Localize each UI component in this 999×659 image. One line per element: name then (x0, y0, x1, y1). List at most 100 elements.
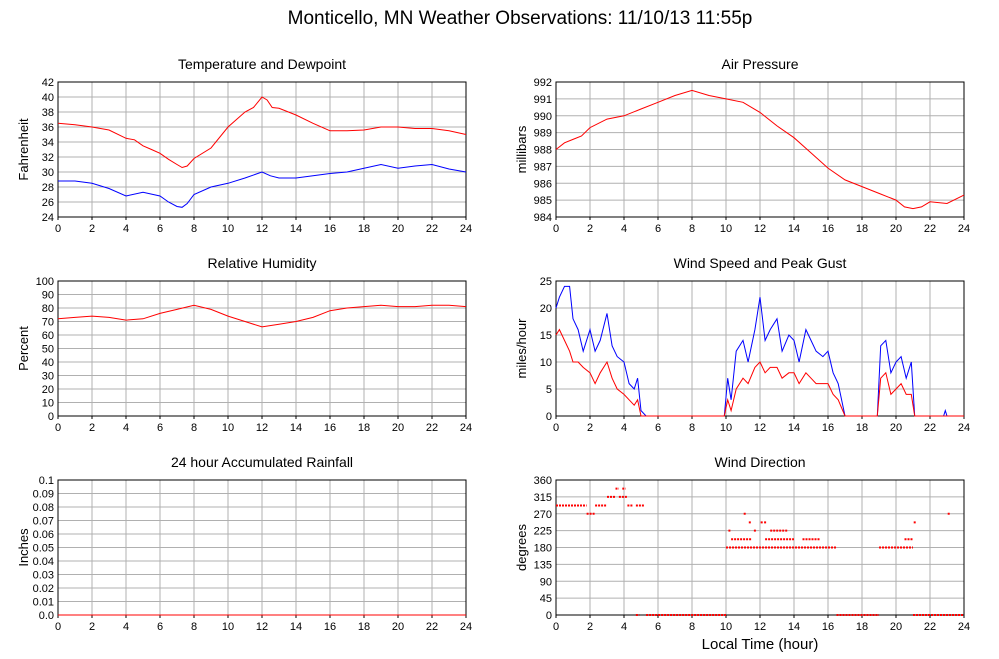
temp-ytick-label-3: 30 (42, 167, 54, 179)
humidity-xtick-label-11: 22 (426, 422, 438, 434)
pressure-ytick-label-4: 988 (534, 145, 552, 157)
temp-ytick-label-8: 40 (42, 92, 54, 104)
direction-ytick-label-8: 360 (534, 475, 552, 487)
humidity-ytick-label-5: 50 (42, 344, 54, 356)
temp-xtick-label-8: 16 (324, 223, 336, 235)
rain-ytick-label-0: 0.0 (39, 610, 54, 622)
humidity-ytick-label-4: 40 (42, 357, 54, 369)
direction-ylabel: degrees (514, 524, 529, 571)
pressure-xtick-label-6: 12 (754, 223, 766, 235)
rain-xtick-label-6: 12 (256, 621, 268, 633)
pressure-title: Air Pressure (721, 56, 798, 72)
rain-xtick-label-2: 4 (123, 621, 129, 633)
pressure-xtick-label-1: 2 (587, 223, 593, 235)
wind-series-0 (555, 285, 964, 417)
pressure-xtick-label-7: 14 (788, 223, 800, 235)
humidity-xtick-label-7: 14 (290, 422, 302, 434)
direction-xtick-label-1: 2 (587, 621, 593, 633)
direction-point-6 (947, 512, 950, 515)
wind-ytick-label-0: 0 (546, 411, 552, 423)
wind-xtick-label-6: 12 (754, 422, 766, 434)
direction-xtick-label-2: 4 (621, 621, 627, 633)
wind-xtick-label-1: 2 (587, 422, 593, 434)
temp-xtick-label-2: 4 (123, 223, 129, 235)
wind-xtick-label-2: 4 (621, 422, 627, 434)
pressure-ytick-label-2: 986 (534, 178, 552, 190)
wind-xtick-label-9: 18 (856, 422, 868, 434)
pressure-xtick-label-2: 4 (621, 223, 627, 235)
temp-xtick-label-12: 24 (460, 223, 472, 235)
humidity-ylabel: Percent (16, 326, 31, 371)
temp-ytick-label-5: 34 (42, 137, 54, 149)
wind-ytick-label-3: 15 (540, 330, 552, 342)
rain-xtick-label-9: 18 (358, 621, 370, 633)
rain-ytick-label-10: 0.1 (39, 475, 54, 487)
humidity-ytick-label-1: 10 (42, 398, 54, 410)
temp-title: Temperature and Dewpoint (178, 56, 346, 72)
wind-xtick-label-7: 14 (788, 422, 800, 434)
pressure-xtick-label-11: 22 (924, 223, 936, 235)
wind-series-1 (555, 328, 964, 417)
direction-point-7 (753, 529, 756, 532)
pressure-ytick-label-8: 992 (534, 77, 552, 89)
temp-ytick-label-0: 24 (42, 212, 54, 224)
humidity-ytick-label-9: 90 (42, 290, 54, 302)
direction-ytick-label-1: 45 (540, 593, 552, 605)
direction-xtick-label-4: 8 (689, 621, 695, 633)
humidity-xtick-label-2: 4 (123, 422, 129, 434)
temp-series-0 (57, 96, 467, 169)
temp-xtick-label-10: 20 (392, 223, 404, 235)
humidity-series-0 (57, 304, 467, 328)
wind-xtick-label-10: 20 (890, 422, 902, 434)
direction-xtick-label-11: 22 (924, 621, 936, 633)
humidity-xtick-label-9: 18 (358, 422, 370, 434)
humidity-ytick-label-0: 0 (48, 411, 54, 423)
temp-ytick-label-4: 32 (42, 152, 54, 164)
direction-xtick-label-3: 6 (655, 621, 661, 633)
humidity-ytick-label-8: 80 (42, 303, 54, 315)
rain-ytick-label-7: 0.07 (33, 516, 54, 528)
temp-xtick-label-3: 6 (157, 223, 163, 235)
humidity-xtick-label-12: 24 (460, 422, 472, 434)
rain-xtick-label-7: 14 (290, 621, 302, 633)
rain-xtick-label-1: 2 (89, 621, 95, 633)
wind-title: Wind Speed and Peak Gust (674, 255, 847, 271)
pressure-ytick-label-7: 991 (534, 94, 552, 106)
rain-xtick-label-3: 6 (157, 621, 163, 633)
pressure-series-0 (555, 89, 965, 210)
temp-xtick-label-6: 12 (256, 223, 268, 235)
humidity-xtick-label-1: 2 (89, 422, 95, 434)
rain-xtick-label-5: 10 (222, 621, 234, 633)
pressure-xtick-label-12: 24 (958, 223, 970, 235)
direction-xtick-label-8: 16 (822, 621, 834, 633)
humidity-xtick-label-3: 6 (157, 422, 163, 434)
wind-xtick-label-3: 6 (655, 422, 661, 434)
humidity-ytick-label-7: 70 (42, 317, 54, 329)
wind-ylabel: miles/hour (514, 318, 529, 379)
pressure-ylabel: millibars (514, 125, 529, 173)
temp-xtick-label-0: 0 (55, 223, 61, 235)
wind-xtick-label-8: 16 (822, 422, 834, 434)
rain-xtick-label-0: 0 (55, 621, 61, 633)
direction-ytick-label-6: 270 (534, 509, 552, 521)
temp-ytick-label-2: 28 (42, 182, 54, 194)
temp-ytick-label-7: 38 (42, 107, 54, 119)
direction-ytick-label-7: 315 (534, 492, 552, 504)
direction-ytick-label-0: 0 (546, 610, 552, 622)
direction-ytick-label-4: 180 (534, 543, 552, 555)
humidity-ytick-label-10: 100 (36, 276, 54, 288)
temp-ytick-label-1: 26 (42, 197, 54, 209)
direction-point-3 (760, 521, 763, 524)
pressure-ytick-label-3: 987 (534, 161, 552, 173)
temp-xtick-label-4: 8 (191, 223, 197, 235)
rain-ytick-label-6: 0.06 (33, 529, 54, 541)
rain-ytick-label-5: 0.05 (33, 543, 54, 555)
rain-ytick-label-2: 0.02 (33, 583, 54, 595)
direction-xtick-label-9: 18 (856, 621, 868, 633)
